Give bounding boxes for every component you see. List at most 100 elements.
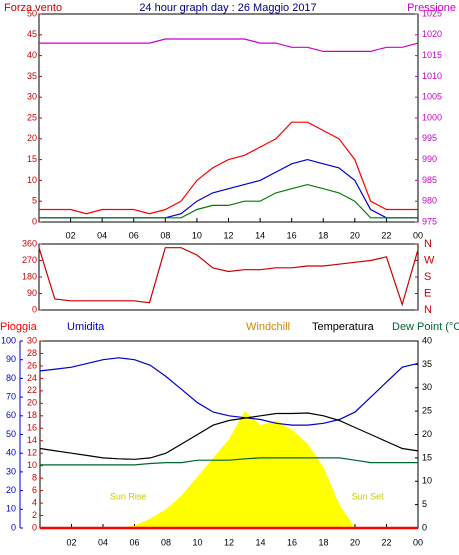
y2-tick-label: 980 (422, 196, 437, 206)
y-tick-label: 80 (6, 373, 16, 383)
y2-tick-label: S (424, 271, 431, 283)
y2-tick-label: 1005 (422, 92, 442, 102)
legend-label: Dew Point (°C (392, 321, 459, 333)
x-tick-label: 02 (66, 537, 76, 547)
x-tick-label: 00 (413, 537, 423, 547)
line (39, 121, 418, 215)
y-tick-label: 5 (32, 196, 37, 206)
y3-tick-label: 6 (32, 485, 37, 495)
y2-tick-label: 10 (422, 476, 432, 486)
x-tick-label: 08 (161, 537, 171, 547)
y3-tick-label: 18 (27, 410, 37, 420)
y-tick-label: 60 (6, 410, 16, 420)
wind-label: Forza vento (4, 2, 62, 14)
x-tick-label: 18 (318, 537, 328, 547)
y2-tick-label: E (424, 287, 431, 299)
y2-tick-label: N (424, 304, 432, 316)
y-tick-label: 70 (6, 391, 16, 401)
x-tick-label: 02 (66, 230, 76, 240)
y3-tick-label: 12 (27, 448, 37, 458)
y3-tick-label: 8 (32, 473, 37, 483)
y-tick-label: 30 (6, 466, 16, 476)
line (40, 457, 418, 466)
y3-tick-label: 30 (27, 335, 37, 345)
x-tick-label: 14 (255, 537, 265, 547)
y-tick-label: 50 (27, 8, 37, 18)
y3-tick-label: 22 (27, 385, 37, 395)
x-tick-label: 06 (129, 537, 139, 547)
y2-tick-label: 985 (422, 175, 437, 185)
y2-tick-label: W (424, 254, 435, 266)
y-tick-label: 180 (22, 271, 37, 281)
x-tick-label: 12 (224, 537, 234, 547)
y-tick-label: 270 (22, 255, 37, 265)
y-tick-label: 0 (11, 522, 16, 532)
y-tick-label: 20 (6, 485, 16, 495)
y3-tick-label: 26 (27, 360, 37, 370)
x-tick-label: 04 (98, 537, 108, 547)
y3-tick-label: 20 (27, 398, 37, 408)
y2-tick-label: 35 (422, 359, 432, 369)
y-tick-label: 360 (22, 238, 37, 248)
y3-tick-label: 2 (32, 510, 37, 520)
y-tick-label: 15 (27, 154, 37, 164)
y-tick-label: 50 (6, 429, 16, 439)
y-tick-label: 90 (6, 354, 16, 364)
y-tick-label: 25 (27, 112, 37, 122)
x-tick-label: 08 (160, 230, 170, 240)
y2-tick-label: 1020 (422, 29, 442, 39)
line (39, 412, 419, 460)
y-tick-label: 40 (27, 50, 37, 60)
y-tick-label: 10 (6, 504, 16, 514)
x-tick-label: 22 (381, 537, 391, 547)
y3-tick-label: 24 (27, 373, 37, 383)
y3-tick-label: 14 (27, 435, 37, 445)
x-tick-label: 16 (287, 230, 297, 240)
y2-tick-label: N (424, 238, 432, 250)
y-tick-label: 45 (27, 29, 37, 39)
x-tick-label: 20 (350, 230, 360, 240)
y2-tick-label: 30 (422, 382, 432, 392)
y2-tick-label: 990 (422, 154, 437, 164)
line (39, 183, 418, 219)
y-tick-label: 10 (27, 175, 37, 185)
x-tick-label: 20 (350, 537, 360, 547)
chart-title: 24 hour graph day : 26 Maggio 2017 (139, 2, 316, 14)
annotation: Sun Rise (110, 491, 147, 501)
legend-label: Temperatura (312, 321, 375, 333)
x-tick-label: 04 (97, 230, 107, 240)
y3-tick-label: 16 (27, 423, 37, 433)
y2-tick-label: 1010 (422, 71, 442, 81)
line (39, 357, 419, 426)
x-tick-label: 10 (192, 230, 202, 240)
y-tick-label: 100 (1, 335, 16, 345)
pressure-label: Pressione (407, 2, 456, 14)
annotation: Sun Set (352, 491, 385, 501)
y2-tick-label: 975 (422, 216, 437, 226)
x-tick-label: 14 (255, 230, 265, 240)
legend-label: Umidita (67, 321, 105, 333)
y-tick-label: 0 (32, 216, 37, 226)
x-tick-label: 10 (192, 537, 202, 547)
x-tick-label: 12 (223, 230, 233, 240)
y2-tick-label: 1000 (422, 112, 442, 122)
y3-tick-label: 28 (27, 348, 37, 358)
y2-tick-label: 0 (422, 522, 427, 532)
y2-tick-label: 5 (422, 499, 427, 509)
legend-label: Pioggia (0, 321, 38, 333)
y2-tick-label: 40 (422, 335, 432, 345)
x-tick-label: 16 (287, 537, 297, 547)
x-tick-label: 06 (129, 230, 139, 240)
y-tick-label: 35 (27, 71, 37, 81)
y3-tick-label: 0 (32, 522, 37, 532)
y-tick-label: 20 (27, 133, 37, 143)
x-tick-label: 00 (413, 230, 423, 240)
windchill-label: Windchill (246, 321, 290, 333)
y3-tick-label: 4 (32, 497, 37, 507)
x-tick-label: 18 (318, 230, 328, 240)
y-tick-label: 40 (6, 448, 16, 458)
y-tick-label: 30 (27, 92, 37, 102)
y2-tick-label: 20 (422, 429, 432, 439)
y-tick-label: 0 (32, 304, 37, 314)
